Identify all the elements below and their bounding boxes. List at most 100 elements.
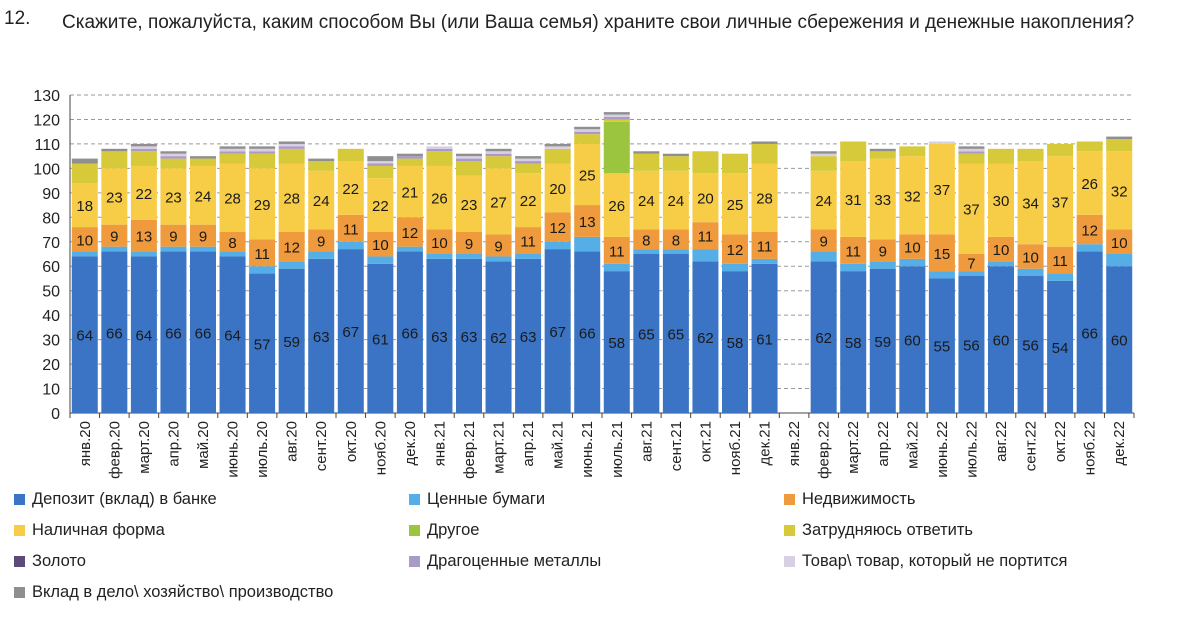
- bar-segment-cash: [219, 163, 246, 232]
- legend-label: Ценные бумаги: [427, 490, 546, 508]
- bar-segment-securities: [426, 254, 453, 259]
- bar-segment-hard: [71, 163, 98, 184]
- x-tick-label: дек.22: [1111, 421, 1128, 466]
- bar-segment-goods: [485, 151, 512, 154]
- y-tick-label: 10: [42, 382, 60, 399]
- bar-segment-deposit: [1076, 251, 1103, 413]
- legend-swatch: [14, 556, 25, 567]
- bar-segment-hard: [751, 143, 778, 164]
- bar-segment-hard: [485, 156, 512, 169]
- bar-segment-deposit: [71, 256, 98, 413]
- bar-segment-hard: [308, 161, 335, 171]
- bar-segment-metals: [426, 148, 453, 152]
- bar-segment-securities: [1106, 254, 1133, 267]
- bar-segment-deposit: [367, 263, 394, 413]
- data-label-deposit: 58: [608, 335, 625, 352]
- bar-segment-securities: [189, 246, 217, 252]
- bar-segment-securities: [71, 251, 98, 257]
- bar-segment-realty: [958, 254, 985, 272]
- bar-segment-cash: [544, 163, 571, 213]
- legend-swatch: [409, 556, 420, 567]
- bar-segment-hard: [189, 158, 217, 166]
- x-tick-label: май.22: [904, 421, 921, 469]
- data-label-cash: 22: [342, 181, 359, 198]
- x-tick-label: апр.20: [165, 421, 182, 467]
- bar-segment-goods: [958, 148, 985, 152]
- bar-segment-securities: [603, 263, 630, 272]
- bar-segment-realty: [308, 229, 335, 252]
- stacked-bar-chart: 0 10 20 30 40 50 60 70 80 90 100 110 120 130 64 10 18 янв…: [33, 88, 1135, 479]
- bar-segment-hard: [1047, 143, 1074, 157]
- x-tick-label: июнь.20: [225, 421, 242, 478]
- bar-segment-realty: [485, 234, 512, 257]
- bar-segment-goods: [455, 156, 483, 159]
- data-label-cash: 18: [76, 198, 93, 215]
- data-label-realty: 11: [845, 243, 861, 260]
- legend-swatch: [14, 587, 25, 598]
- bar-segment-realty: [928, 234, 955, 272]
- bar-segment-securities: [840, 263, 867, 272]
- bar-segment-securities: [278, 261, 305, 269]
- bar-segment-hard: [1017, 148, 1044, 162]
- bar-segment-business: [396, 153, 423, 157]
- bar-segment-cash: [574, 143, 601, 206]
- data-label-realty: 11: [609, 243, 625, 260]
- x-tick-label: окт.21: [697, 421, 714, 462]
- legend-label: Вклад в дело\ хозяйство\ производство: [32, 583, 334, 601]
- bar-segment-securities: [219, 251, 246, 257]
- bar-segment-securities: [810, 251, 837, 262]
- bar-segment-business: [71, 158, 98, 164]
- data-label-realty: 9: [465, 236, 473, 253]
- bar-segment-hard: [101, 151, 128, 169]
- bar-segment-realty: [455, 231, 483, 254]
- data-label-deposit: 66: [195, 325, 212, 342]
- y-tick-label: 30: [42, 333, 60, 350]
- data-label-cash: 37: [934, 182, 951, 199]
- y-tick-label: 50: [42, 284, 60, 301]
- bar-segment-securities: [899, 258, 926, 267]
- x-tick-label: нояб.22: [1082, 421, 1099, 475]
- legend-item-other: Другое: [409, 521, 479, 540]
- bar-segment-hard: [544, 148, 571, 164]
- bar-segment-realty: [219, 231, 246, 252]
- data-label-deposit: 55: [934, 339, 951, 356]
- bar-segment-hard: [396, 158, 423, 166]
- bar-segment-realty: [544, 212, 571, 242]
- data-label-cash: 32: [1111, 183, 1128, 200]
- bar-segment-cash: [928, 143, 955, 235]
- bar-segment-goods: [367, 161, 394, 164]
- bar-segment-realty: [160, 224, 187, 247]
- bar-segment-deposit: [899, 266, 926, 413]
- y-tick-label: 90: [42, 186, 60, 203]
- bar-segment-securities: [396, 246, 423, 252]
- data-label-cash: 22: [136, 186, 153, 203]
- bar-segment-realty: [189, 224, 217, 247]
- data-label-cash: 24: [815, 193, 832, 210]
- bar-segment-securities: [1017, 268, 1044, 277]
- bar-segment-hard: [633, 153, 660, 171]
- bar-segment-business: [485, 148, 512, 152]
- data-label-realty: 9: [317, 234, 325, 251]
- data-label-cash: 37: [963, 202, 980, 219]
- data-label-deposit: 56: [963, 338, 980, 355]
- bar-segment-realty: [367, 231, 394, 257]
- bar-segment-securities: [130, 251, 157, 257]
- data-label-realty: 12: [727, 242, 744, 259]
- bar-segment-metals: [485, 153, 512, 157]
- y-tick-label: 130: [33, 88, 60, 105]
- bar-segment-securities: [160, 246, 187, 252]
- bar-segment-securities: [1076, 244, 1103, 252]
- bar-segment-hard: [278, 148, 305, 164]
- legend-item-metals: Драгоценные металлы: [409, 552, 601, 571]
- data-label-realty: 9: [879, 243, 887, 260]
- legend-item-cash: Наличная форма: [14, 521, 165, 540]
- bar-segment-hard: [249, 153, 276, 169]
- bar-segment-cash: [485, 168, 512, 235]
- x-tick-label: янв.21: [431, 421, 448, 466]
- x-tick-label: авг.20: [284, 421, 301, 462]
- data-label-deposit: 62: [815, 330, 832, 347]
- data-label-realty: 9: [199, 229, 207, 246]
- bar-segment-deposit: [603, 271, 630, 413]
- bar-segment-hard: [219, 153, 246, 164]
- bar-segment-securities: [1047, 273, 1074, 281]
